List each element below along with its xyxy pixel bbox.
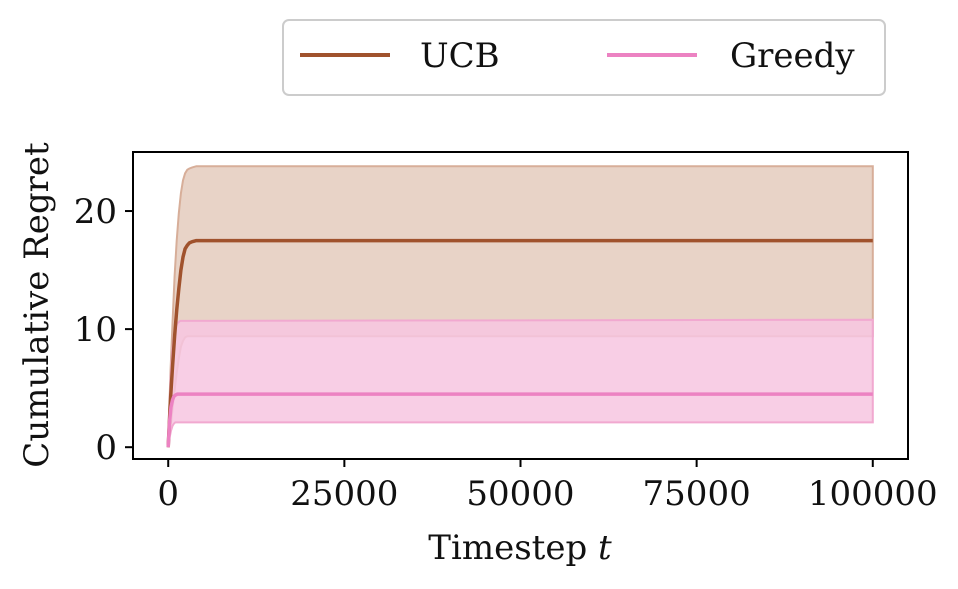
legend-label-ucb: UCB [420,36,500,76]
line-ucb [166,238,873,448]
legend-label-greedy: Greedy [730,36,855,76]
line-greedy [166,392,873,448]
x-tick-label: 100000 [808,474,938,514]
x-tick-label: 75000 [643,474,751,514]
x-tick-label: 25000 [290,474,398,514]
band-greedy [167,318,874,448]
y-tick-label: 20 [74,192,117,232]
confidence-bands [167,165,874,448]
x-axis-label: Timestep t [428,528,612,568]
series-lines [166,238,873,448]
y-axis-label: Cumulative Regret [17,142,57,468]
legend: UCB Greedy [282,19,886,96]
y-axis: 0 10 20 [74,192,133,468]
x-tick-label: 0 [157,474,179,514]
y-tick-label: 10 [74,310,117,350]
y-tick-label: 0 [95,428,117,468]
x-axis: 0 25000 50000 75000 100000 [157,459,938,514]
legend-frame [282,19,886,96]
x-tick-label: 50000 [466,474,574,514]
